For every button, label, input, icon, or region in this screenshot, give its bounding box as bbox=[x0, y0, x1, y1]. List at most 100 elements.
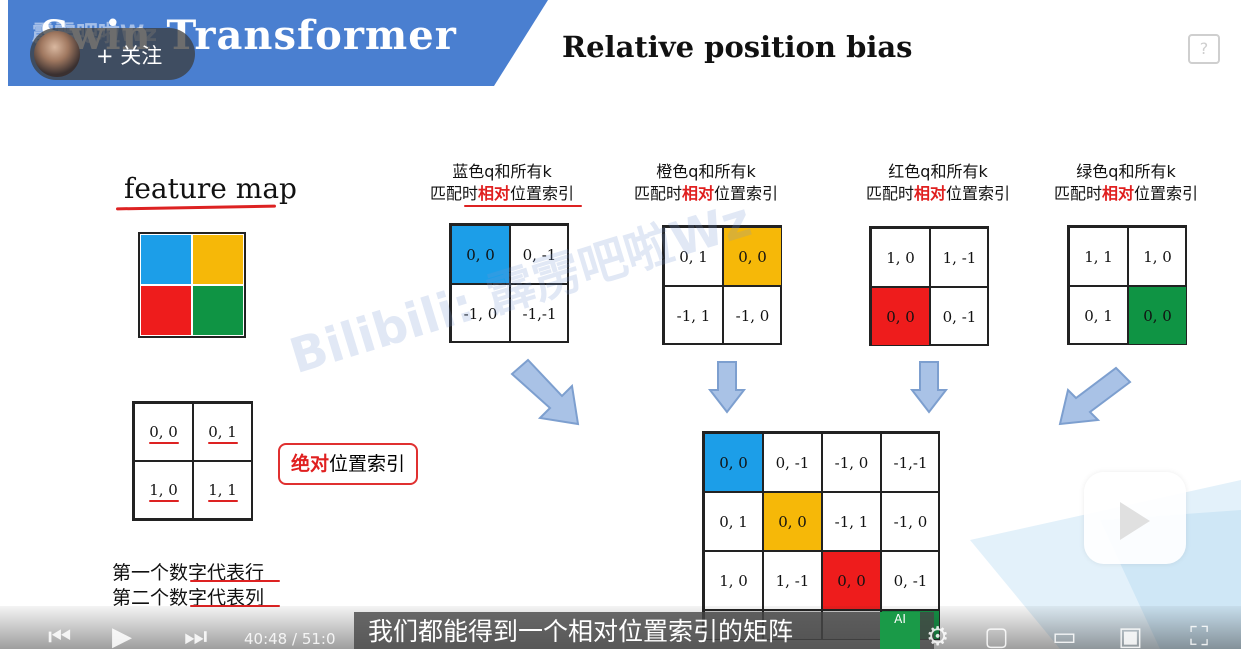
caption-line2: 匹配时相对位置索引 bbox=[422, 183, 582, 205]
caption-line1: 红色q和所有k bbox=[888, 162, 988, 181]
subtitle: 我们都能得到一个相对位置索引的矩阵 bbox=[354, 612, 934, 649]
caption-post: 位置索引 bbox=[946, 184, 1011, 203]
settings-icon[interactable]: ⚙ bbox=[926, 622, 950, 652]
pip-icon[interactable]: ▢ bbox=[984, 622, 1009, 652]
slide-title: Relative position bias bbox=[562, 30, 913, 64]
arrow-3 bbox=[909, 361, 949, 414]
next-icon[interactable]: ⏭ bbox=[184, 622, 208, 652]
matrix-cell: -1,-1 bbox=[881, 433, 940, 492]
matrix-cell: -1, 1 bbox=[822, 492, 881, 551]
caption-bold: 相对 bbox=[1101, 184, 1134, 203]
relative-index-cell: 0, 0 bbox=[451, 225, 510, 284]
relative-grid-caption: 橙色q和所有k 匹配时相对位置索引 bbox=[626, 161, 786, 205]
note-row-underline bbox=[190, 580, 280, 582]
relative-index-matrix: 0, 0 0, -1 -1, 0 -1,-1 0, 1 0, 0 -1, 1 -1, 0 1, … bbox=[702, 431, 940, 640]
caption-pre: 匹配时 bbox=[1053, 184, 1102, 203]
absolute-label-bold: 绝对 bbox=[290, 453, 329, 475]
matrix-cell: 1, 0 bbox=[704, 551, 763, 610]
caption-line2: 匹配时相对位置索引 bbox=[858, 183, 1018, 205]
relative-index-cell: 1, 0 bbox=[871, 228, 930, 287]
arrow-2 bbox=[707, 361, 747, 414]
relative-index-grid: 1, 1 1, 0 0, 1 0, 0 bbox=[1067, 225, 1187, 345]
caption-line1: 绿色q和所有k bbox=[1076, 162, 1176, 181]
relative-index-cell: 0, 1 bbox=[1069, 286, 1128, 345]
caption-bold: 相对 bbox=[913, 184, 946, 203]
feature-map-cell bbox=[192, 285, 244, 336]
cell-underline bbox=[149, 442, 179, 444]
time-display: 40:48 / 51:0 bbox=[244, 630, 336, 648]
relative-index-cell: 1, 0 bbox=[1128, 227, 1187, 286]
cell-underline bbox=[149, 500, 179, 502]
matrix-cell: 0, 0 bbox=[763, 492, 822, 551]
matrix-cell: 0, 1 bbox=[704, 492, 763, 551]
matrix-cell: -1, 0 bbox=[822, 433, 881, 492]
absolute-index-label: 绝对位置索引 bbox=[278, 443, 418, 485]
feature-map-grid bbox=[138, 232, 246, 338]
cell-underline bbox=[208, 500, 238, 502]
relative-index-grid: 0, 1 0, 0 -1, 1 -1, 0 bbox=[662, 225, 782, 345]
follow-button[interactable]: + 关注 bbox=[96, 44, 163, 68]
relative-index-grid: 1, 0 1, -1 0, 0 0, -1 bbox=[869, 226, 989, 346]
relative-index-cell: 0, 0 bbox=[871, 287, 930, 346]
caption-line2: 匹配时相对位置索引 bbox=[626, 183, 786, 205]
ai-badge: AI bbox=[880, 612, 920, 649]
absolute-index-grid: 0, 0 0, 1 1, 0 1, 1 bbox=[132, 401, 253, 521]
absolute-label-rest: 位置索引 bbox=[329, 453, 406, 475]
caption-pre: 匹配时 bbox=[633, 184, 682, 203]
arrow-4 bbox=[1058, 366, 1132, 426]
webfullscreen-icon[interactable]: ▣ bbox=[1118, 622, 1143, 652]
fullscreen-icon[interactable]: ⛶ bbox=[1190, 622, 1209, 652]
relative-index-cell: -1, 0 bbox=[723, 286, 782, 345]
caption-line2: 匹配时相对位置索引 bbox=[1046, 183, 1206, 205]
avatar[interactable] bbox=[34, 31, 80, 77]
caption-post: 位置索引 bbox=[714, 184, 779, 203]
matrix-cell: 0, -1 bbox=[881, 551, 940, 610]
caption-line1: 蓝色q和所有k bbox=[452, 162, 552, 181]
matrix-cell: 0, -1 bbox=[763, 433, 822, 492]
relative-grid-caption: 绿色q和所有k 匹配时相对位置索引 bbox=[1046, 161, 1206, 205]
relative-index-cell: 0, -1 bbox=[930, 287, 989, 346]
feature-map-cell bbox=[192, 234, 244, 285]
relative-index-cell: 0, 0 bbox=[1128, 286, 1187, 345]
feature-map-cell bbox=[140, 234, 192, 285]
relative-index-cell: -1,-1 bbox=[510, 284, 569, 343]
relative-index-cell: 0, 1 bbox=[664, 227, 723, 286]
relative-grid-caption: 蓝色q和所有k 匹配时相对位置索引 bbox=[422, 161, 582, 205]
play-icon bbox=[1120, 502, 1150, 540]
relative-index-cell: 1, -1 bbox=[930, 228, 989, 287]
caption-pre: 匹配时 bbox=[429, 184, 478, 203]
arrow-1 bbox=[510, 358, 580, 426]
relative-index-cell: 1, 1 bbox=[1069, 227, 1128, 286]
matrix-cell: 0, 0 bbox=[704, 433, 763, 492]
absolute-index-cell: 1, 1 bbox=[193, 461, 252, 519]
feature-map-label: feature map bbox=[124, 172, 297, 205]
caption-line1: 橙色q和所有k bbox=[656, 162, 756, 181]
widescreen-icon[interactable]: ▭ bbox=[1052, 622, 1077, 652]
caption-pre: 匹配时 bbox=[865, 184, 914, 203]
caption-bold: 相对 bbox=[477, 184, 510, 203]
relative-index-cell: -1, 0 bbox=[451, 284, 510, 343]
play-button-icon[interactable]: ▶ bbox=[112, 622, 132, 652]
caption-post: 位置索引 bbox=[1134, 184, 1199, 203]
cell-underline bbox=[208, 442, 238, 444]
matrix-cell: 0, 0 bbox=[822, 551, 881, 610]
caption-post: 位置索引 bbox=[510, 184, 575, 203]
feature-map-cell bbox=[140, 285, 192, 336]
relative-index-cell: 0, 0 bbox=[723, 227, 782, 286]
relative-grid-caption: 红色q和所有k 匹配时相对位置索引 bbox=[858, 161, 1018, 205]
absolute-index-cell: 0, 0 bbox=[134, 403, 193, 461]
caption-underline bbox=[464, 205, 582, 207]
absolute-index-cell: 0, 1 bbox=[193, 403, 252, 461]
help-icon[interactable]: ? bbox=[1188, 34, 1220, 64]
matrix-cell: 1, -1 bbox=[763, 551, 822, 610]
relative-index-cell: 0, -1 bbox=[510, 225, 569, 284]
note-col: 第二个数字代表列 bbox=[112, 587, 265, 609]
note-col-underline bbox=[190, 605, 280, 607]
previous-icon[interactable]: ⏮ bbox=[48, 622, 72, 652]
note-row: 第一个数字代表行 bbox=[112, 562, 265, 584]
matrix-cell: -1, 0 bbox=[881, 492, 940, 551]
caption-bold: 相对 bbox=[681, 184, 714, 203]
absolute-index-cell: 1, 0 bbox=[134, 461, 193, 519]
relative-index-cell: -1, 1 bbox=[664, 286, 723, 345]
